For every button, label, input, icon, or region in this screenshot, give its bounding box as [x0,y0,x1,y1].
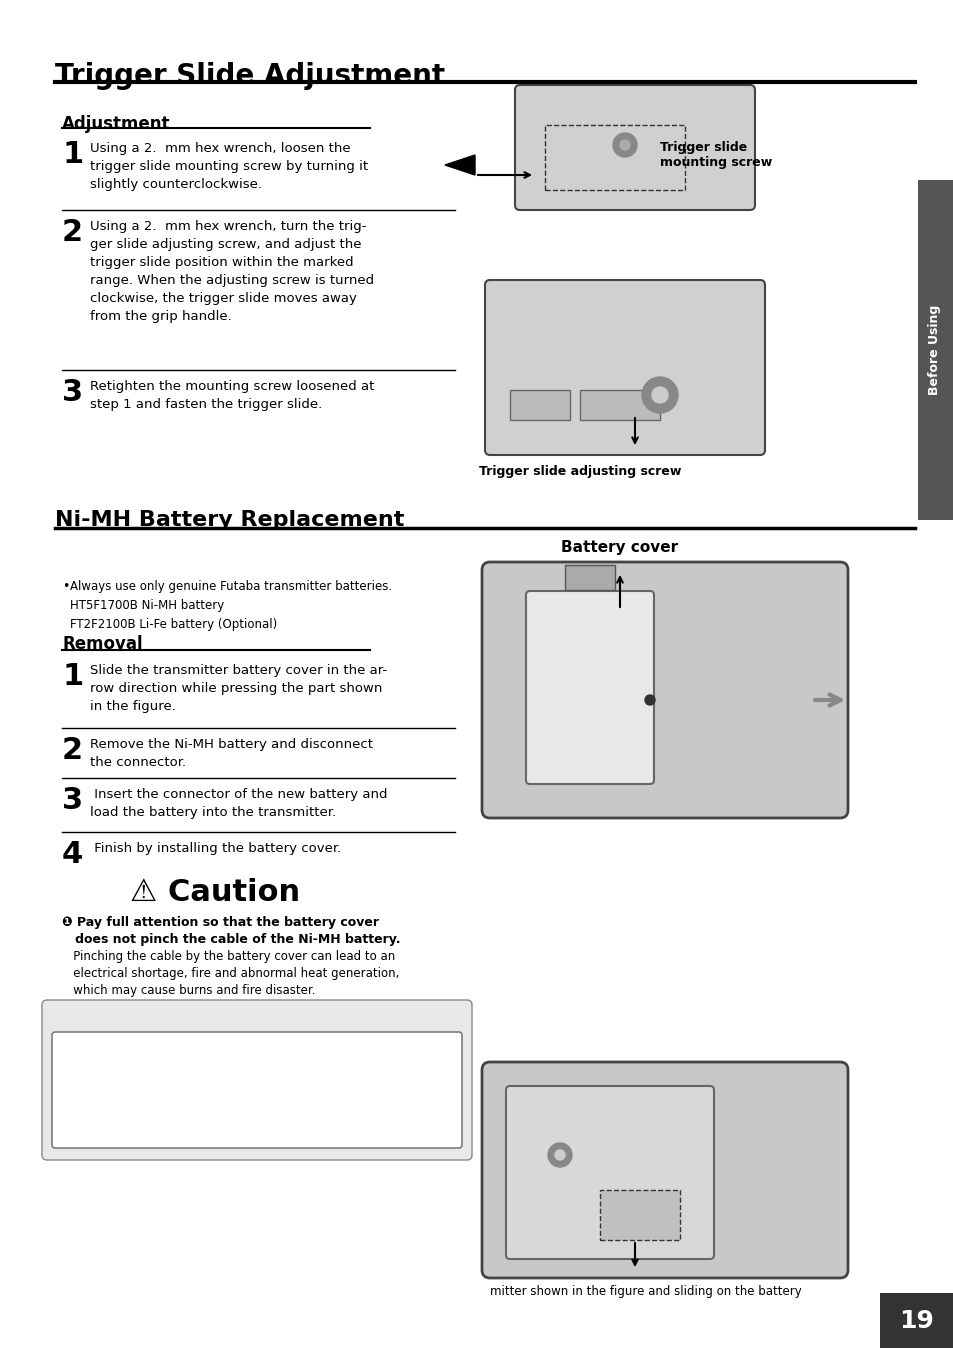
Text: Removal: Removal [62,635,143,652]
FancyBboxPatch shape [481,562,847,818]
Circle shape [641,377,678,412]
Text: Trigger slide
mounting screw: Trigger slide mounting screw [659,142,771,168]
FancyBboxPatch shape [515,85,754,210]
Text: •: • [62,580,70,593]
Text: 4: 4 [62,840,83,869]
Text: 19: 19 [899,1309,933,1333]
FancyBboxPatch shape [505,1086,713,1259]
Text: Retighten the mounting screw loosened at
step 1 and fasten the trigger slide.: Retighten the mounting screw loosened at… [90,380,374,411]
Circle shape [619,140,629,150]
Bar [544,125,684,190]
FancyBboxPatch shape [484,280,764,456]
Text: Before Using: Before Using [927,305,941,395]
Bar [917,181,953,520]
Text: 3: 3 [62,377,83,407]
Bar [579,390,659,421]
Text: Battery cover: Battery cover [561,541,678,555]
Text: 1: 1 [62,140,83,168]
FancyBboxPatch shape [481,1062,847,1278]
Bar [879,1293,953,1348]
FancyBboxPatch shape [525,590,654,785]
Text: Adjustment: Adjustment [62,115,171,133]
Bar [510,390,569,421]
Circle shape [547,1143,572,1167]
Text: Slide the transmitter battery cover in the ar-
row direction while pressing the : Slide the transmitter battery cover in t… [90,665,387,713]
Text: Pinching the cable by the battery cover can lead to an
   electrical shortage, f: Pinching the cable by the battery cover … [62,950,399,998]
Text: ⚠ Caution: ⚠ Caution [130,878,300,907]
Text: Using a 2.  mm hex wrench, turn the trig-
ger slide adjusting screw, and adjust : Using a 2. mm hex wrench, turn the trig-… [90,220,374,324]
Polygon shape [444,155,475,175]
Bar [564,565,615,590]
Text: Trigger Slide Adjustment: Trigger Slide Adjustment [55,62,445,90]
Text: mitter shown in the figure and sliding on the battery: mitter shown in the figure and sliding o… [490,1285,801,1298]
Text: Always use only genuine Futaba transmitter batteries.
HT5F1700B Ni-MH battery
FT: Always use only genuine Futaba transmitt… [70,580,392,631]
Circle shape [555,1150,564,1161]
FancyBboxPatch shape [42,1000,472,1161]
Circle shape [644,696,655,705]
Circle shape [651,387,667,403]
FancyBboxPatch shape [52,1033,461,1148]
Text: Insert the connector of the new battery and
load the battery into the transmitte: Insert the connector of the new battery … [90,789,387,820]
Bar [599,1190,679,1240]
Text: 1: 1 [62,662,83,692]
Text: Remove the Ni-MH battery and disconnect
the connector.: Remove the Ni-MH battery and disconnect … [90,737,373,768]
Text: Finish by installing the battery cover.: Finish by installing the battery cover. [90,842,341,855]
Text: 2: 2 [62,218,83,247]
Circle shape [613,133,637,156]
Text: 3: 3 [62,786,83,816]
Text: ❶ Pay full attention so that the battery cover
   does not pinch the cable of th: ❶ Pay full attention so that the battery… [62,917,400,946]
Text: Using a 2.  mm hex wrench, loosen the
trigger slide mounting screw by turning it: Using a 2. mm hex wrench, loosen the tri… [90,142,368,191]
Text: 2: 2 [62,736,83,766]
Text: Trigger slide adjusting screw: Trigger slide adjusting screw [478,465,680,479]
Text: Ni-MH Battery Replacement: Ni-MH Battery Replacement [55,510,404,530]
